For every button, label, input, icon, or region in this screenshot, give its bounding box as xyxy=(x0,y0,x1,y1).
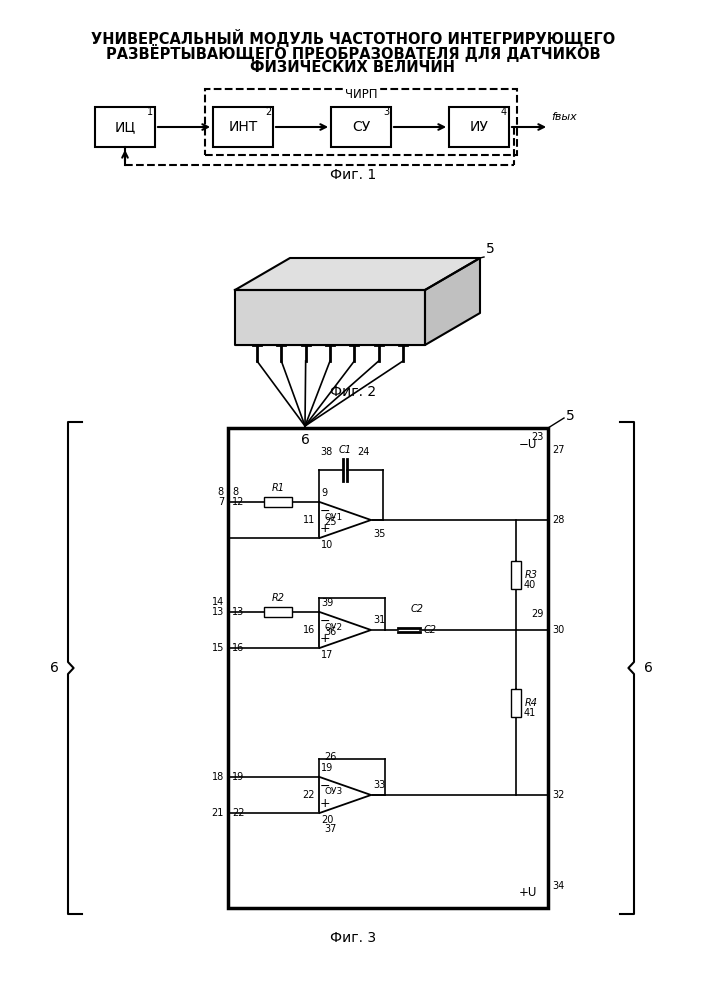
Text: 34: 34 xyxy=(552,881,564,891)
Text: 29: 29 xyxy=(532,609,544,619)
Text: 12: 12 xyxy=(232,497,245,507)
Text: 6: 6 xyxy=(643,661,653,675)
Text: 6: 6 xyxy=(300,433,310,447)
Text: 16: 16 xyxy=(232,643,244,653)
Text: 5: 5 xyxy=(566,409,575,423)
Text: 19: 19 xyxy=(321,763,333,773)
Text: Фиг. 1: Фиг. 1 xyxy=(330,168,376,182)
Bar xyxy=(511,688,521,716)
Text: УНИВЕРСАЛЬНЫЙ МОДУЛЬ ЧАСТОТНОГО ИНТЕГРИРУЮЩЕГО: УНИВЕРСАЛЬНЫЙ МОДУЛЬ ЧАСТОТНОГО ИНТЕГРИР… xyxy=(91,29,615,47)
Text: +: + xyxy=(320,522,330,535)
Text: C2: C2 xyxy=(424,625,437,635)
Bar xyxy=(205,89,517,155)
Text: 22: 22 xyxy=(232,808,245,818)
Text: 31: 31 xyxy=(373,615,385,625)
Text: 14: 14 xyxy=(212,597,224,607)
Text: 8: 8 xyxy=(218,487,224,497)
Bar xyxy=(264,497,292,507)
Text: ФИЗИЧЕСКИХ ВЕЛИЧИН: ФИЗИЧЕСКИХ ВЕЛИЧИН xyxy=(250,60,455,76)
Text: 18: 18 xyxy=(212,772,224,782)
Text: 26: 26 xyxy=(324,752,337,762)
Polygon shape xyxy=(235,290,425,345)
Text: fвых: fвых xyxy=(551,112,577,122)
Text: 23: 23 xyxy=(532,432,544,442)
Text: C1: C1 xyxy=(339,445,351,455)
Text: 13: 13 xyxy=(232,607,244,617)
Bar xyxy=(511,561,521,589)
Text: 7: 7 xyxy=(218,497,224,507)
Text: −: − xyxy=(320,505,330,518)
Text: ИНТ: ИНТ xyxy=(228,120,257,134)
Bar xyxy=(264,607,292,617)
Text: ИУ: ИУ xyxy=(469,120,489,134)
Text: 30: 30 xyxy=(552,625,564,635)
Text: 3: 3 xyxy=(383,107,389,117)
Polygon shape xyxy=(319,612,371,648)
Text: ОУ1: ОУ1 xyxy=(325,512,343,522)
Text: Фиг. 2: Фиг. 2 xyxy=(330,385,376,399)
Text: 2: 2 xyxy=(265,107,271,117)
Bar xyxy=(449,107,509,147)
Text: 16: 16 xyxy=(303,625,315,635)
Bar xyxy=(213,107,273,147)
Text: 28: 28 xyxy=(552,515,564,525)
Text: СУ: СУ xyxy=(352,120,370,134)
Text: Фиг. 3: Фиг. 3 xyxy=(330,931,376,945)
Text: 41: 41 xyxy=(524,708,536,718)
Text: 13: 13 xyxy=(212,607,224,617)
Text: 32: 32 xyxy=(552,790,564,800)
Text: 15: 15 xyxy=(211,643,224,653)
Bar xyxy=(95,107,155,147)
Text: +: + xyxy=(320,797,330,810)
Text: 17: 17 xyxy=(321,650,334,660)
Polygon shape xyxy=(319,502,371,538)
Text: 36: 36 xyxy=(324,627,337,637)
Text: 21: 21 xyxy=(211,808,224,818)
Text: −: − xyxy=(320,615,330,628)
Text: 38: 38 xyxy=(321,447,333,457)
Text: 22: 22 xyxy=(303,790,315,800)
Text: 39: 39 xyxy=(321,598,333,608)
Text: +U: +U xyxy=(519,886,537,898)
Bar xyxy=(228,428,548,908)
Text: ИЦ: ИЦ xyxy=(115,120,136,134)
Text: 33: 33 xyxy=(373,780,385,790)
Text: 9: 9 xyxy=(321,488,327,498)
Text: 6: 6 xyxy=(49,661,59,675)
Polygon shape xyxy=(425,258,480,345)
Text: ОУ2: ОУ2 xyxy=(325,622,343,632)
Text: ОУ3: ОУ3 xyxy=(325,788,343,796)
Text: R3: R3 xyxy=(525,570,538,580)
Text: R2: R2 xyxy=(271,593,284,603)
Text: 37: 37 xyxy=(324,824,337,834)
Text: −U: −U xyxy=(519,438,537,450)
Text: 25: 25 xyxy=(324,517,337,527)
Text: 8: 8 xyxy=(232,487,238,497)
Text: 4: 4 xyxy=(501,107,507,117)
Text: 27: 27 xyxy=(552,445,564,455)
Text: 40: 40 xyxy=(524,580,536,590)
Bar xyxy=(331,107,391,147)
Text: R1: R1 xyxy=(271,483,284,493)
Text: C2: C2 xyxy=(411,604,424,614)
Text: R4: R4 xyxy=(525,698,538,708)
Text: РАЗВЁРТЫВАЮЩЕГО ПРЕОБРАЗОВАТЕЛЯ ДЛЯ ДАТЧИКОВ: РАЗВЁРТЫВАЮЩЕГО ПРЕОБРАЗОВАТЕЛЯ ДЛЯ ДАТЧ… xyxy=(105,44,600,62)
Text: 35: 35 xyxy=(373,529,385,539)
Text: 5: 5 xyxy=(486,242,495,256)
Text: 20: 20 xyxy=(321,815,334,825)
Text: −: − xyxy=(320,780,330,793)
Text: 1: 1 xyxy=(147,107,153,117)
Text: ЧИРП: ЧИРП xyxy=(345,88,378,101)
Text: 10: 10 xyxy=(321,540,333,550)
Text: 11: 11 xyxy=(303,515,315,525)
Text: 19: 19 xyxy=(232,772,244,782)
Polygon shape xyxy=(235,258,480,290)
Text: 24: 24 xyxy=(357,447,369,457)
Text: +: + xyxy=(320,632,330,645)
Polygon shape xyxy=(319,777,371,813)
